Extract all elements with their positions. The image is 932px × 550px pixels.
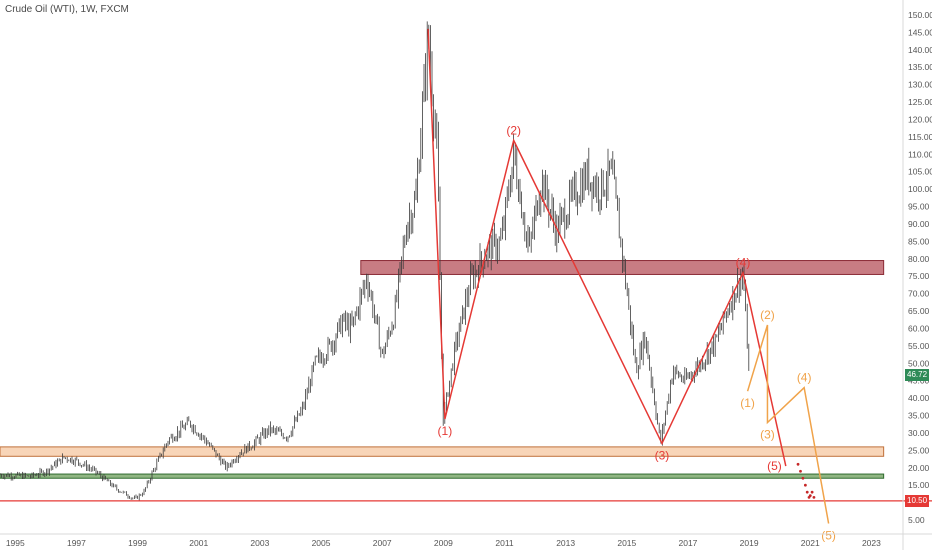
x-tick-label: 2005 <box>312 538 331 548</box>
wave-projection-label: (3) <box>760 428 775 442</box>
x-tick-label: 2019 <box>740 538 759 548</box>
wave-main-label: (5) <box>767 459 782 473</box>
price-series <box>0 21 750 501</box>
x-tick-label: 2009 <box>434 538 453 548</box>
y-tick-label: 30.00 <box>908 428 930 438</box>
x-tick-label: 2001 <box>189 538 208 548</box>
y-tick-label: 110.00 <box>908 149 932 159</box>
y-tick-label: 70.00 <box>908 289 930 299</box>
y-tick-label: 15.00 <box>908 480 930 490</box>
y-tick-label: 125.00 <box>908 97 932 107</box>
wave-main-label: (4) <box>736 256 751 270</box>
wave-main-line <box>427 28 787 467</box>
y-tick-label: 75.00 <box>908 271 930 281</box>
x-tick-label: 1997 <box>67 538 86 548</box>
wave-projection-line <box>746 324 830 524</box>
support-price-tag: 10.50 <box>905 494 930 507</box>
x-tick-label: 2003 <box>250 538 269 548</box>
y-tick-label: 50.00 <box>908 358 930 368</box>
wave-main-label: (1) <box>438 424 453 438</box>
y-tick-label: 135.00 <box>908 62 932 72</box>
wave-projection-label: (4) <box>797 371 812 385</box>
y-tick-label: 145.00 <box>908 27 932 37</box>
y-tick-label: 60.00 <box>908 323 930 333</box>
x-tick-label: 2013 <box>556 538 575 548</box>
projection-dot <box>808 494 812 498</box>
y-tick-label: 65.00 <box>908 306 930 316</box>
projection-dot <box>805 490 809 494</box>
y-tick-label: 105.00 <box>908 167 932 177</box>
y-tick-label: 40.00 <box>908 393 930 403</box>
y-tick-label: 45.00 <box>908 376 930 386</box>
x-tick-label: 2015 <box>617 538 636 548</box>
y-tick-label: 80.00 <box>908 254 930 264</box>
wave-main-label: (3) <box>655 448 670 462</box>
wave-overlays: (1) (2) (3) (4) (5) (1) (2) (3) (4) (5) <box>427 28 836 543</box>
y-tick-label: 120.00 <box>908 114 932 124</box>
x-tick-label: 2017 <box>679 538 698 548</box>
y-tick-label: 100.00 <box>908 184 932 194</box>
y-tick-label: 20.00 <box>908 463 930 473</box>
y-tick-label: 25.00 <box>908 445 930 455</box>
y-tick-label: 90.00 <box>908 219 930 229</box>
y-tick-label: 85.00 <box>908 236 930 246</box>
x-tick-label: 2023 <box>862 538 881 548</box>
x-axis: 1995 1997 1999 2001 2003 2005 2007 2009 2011 2013… <box>0 533 932 548</box>
x-tick-label: 1995 <box>6 538 25 548</box>
x-tick-label: 2007 <box>373 538 392 548</box>
x-tick-label: 1999 <box>128 538 147 548</box>
projection-dot <box>812 495 816 499</box>
projection-dot <box>796 462 800 466</box>
support-zone-upper <box>0 446 885 457</box>
last-price-tag: 46.72 <box>905 368 930 381</box>
y-tick-label: 130.00 <box>908 80 932 90</box>
wave-projection-label: (1) <box>740 396 755 410</box>
wave-projection-label: (5) <box>821 529 836 543</box>
projection-dot <box>799 469 802 473</box>
y-tick-label: 35.00 <box>908 411 930 421</box>
x-tick-label: 2021 <box>801 538 820 548</box>
y-tick-label: 5.00 <box>908 515 925 525</box>
y-tick-label: 95.00 <box>908 202 930 212</box>
y-tick-label: 115.00 <box>908 132 932 142</box>
wave-main-label: (2) <box>506 123 521 137</box>
y-tick-label: 140.00 <box>908 45 932 55</box>
y-tick-label: 55.00 <box>908 341 930 351</box>
chart-title: Crude Oil (WTI), 1W, FXCM <box>5 4 129 15</box>
support-zone-green <box>0 473 885 479</box>
projection-dot <box>810 490 814 494</box>
y-tick-label: 150.00 <box>908 10 932 20</box>
projection-dot <box>801 476 805 480</box>
x-tick-label: 2011 <box>495 538 514 548</box>
y-axis: 150.00 145.00 140.00 135.00 130.00 125.00 120.… <box>902 0 932 550</box>
projection-dot <box>803 483 807 487</box>
wave-projection-label: (2) <box>760 308 775 322</box>
